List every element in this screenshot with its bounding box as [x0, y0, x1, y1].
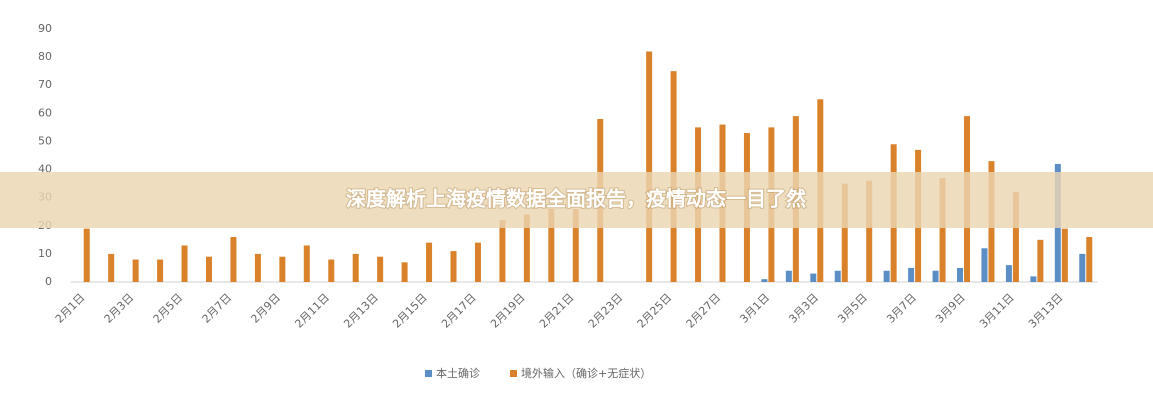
- bar: [785, 270, 792, 282]
- bar: [932, 270, 939, 282]
- banner-text: 深度解析上海疫情数据全面报告，疫情动态一目了然: [346, 187, 806, 211]
- bar: [303, 245, 310, 282]
- x-tick-label: 2月25日: [635, 291, 675, 331]
- bar: [1079, 253, 1086, 282]
- bar: [572, 208, 579, 282]
- bar: [450, 251, 457, 282]
- bar: [132, 259, 139, 282]
- bar: [1086, 237, 1093, 282]
- x-tick-label: 3月11日: [977, 291, 1017, 331]
- bar: [646, 51, 653, 282]
- bar: [108, 253, 115, 282]
- bar: [883, 270, 890, 282]
- bar: [810, 273, 817, 282]
- legend-label: 境外输入（确诊+无症状）: [521, 366, 651, 380]
- bar: [205, 256, 212, 282]
- bar: [523, 214, 530, 282]
- x-tick-label: 2月27日: [684, 291, 724, 331]
- bar: [1030, 276, 1037, 282]
- x-tick-label: 2月9日: [248, 291, 283, 326]
- x-tick-label: 3月5日: [835, 291, 870, 326]
- x-tick-label: 2月11日: [292, 291, 332, 331]
- bar: [401, 262, 408, 282]
- bar: [939, 177, 946, 282]
- x-tick-label: 2月13日: [341, 291, 381, 331]
- bar: [841, 183, 848, 282]
- y-tick-label: 50: [38, 134, 52, 147]
- bar: [908, 267, 915, 282]
- bar: [499, 220, 506, 282]
- x-tick-label: 2月7日: [200, 291, 235, 326]
- bar: [957, 267, 964, 282]
- x-tick-label: 2月17日: [439, 291, 479, 331]
- bar: [352, 253, 359, 282]
- bar: [548, 208, 555, 282]
- bar: [83, 228, 90, 282]
- legend-label: 本土确诊: [436, 366, 480, 380]
- bar: [1061, 228, 1068, 282]
- bar: [474, 242, 481, 282]
- x-tick-label: 2月21日: [537, 291, 577, 331]
- bar: [279, 256, 286, 282]
- bar: [426, 242, 433, 282]
- x-tick-label: 3月9日: [933, 291, 968, 326]
- x-tick-label: 2月3日: [102, 291, 137, 326]
- x-tick-label: 2月23日: [586, 291, 626, 331]
- bar: [181, 245, 188, 282]
- bar: [254, 253, 261, 282]
- x-tick-label: 3月7日: [884, 291, 919, 326]
- bar: [377, 256, 384, 282]
- bar: [981, 248, 988, 282]
- legend-swatch: [510, 370, 517, 377]
- legend-swatch: [425, 370, 432, 377]
- x-tick-label: 2月19日: [488, 291, 528, 331]
- bar: [866, 180, 873, 282]
- x-tick-label: 3月1日: [737, 291, 772, 326]
- bar: [1005, 265, 1012, 282]
- bar: [230, 237, 237, 282]
- y-tick-label: 60: [38, 106, 52, 119]
- bar: [761, 279, 768, 282]
- bar: [157, 259, 164, 282]
- x-tick-label: 2月5日: [151, 291, 186, 326]
- y-tick-label: 70: [38, 78, 52, 91]
- y-tick-label: 90: [38, 22, 52, 35]
- x-tick-label: 2月15日: [390, 291, 430, 331]
- y-tick-label: 80: [38, 50, 52, 63]
- bar: [1012, 192, 1019, 282]
- x-tick-label: 3月3日: [786, 291, 821, 326]
- y-tick-label: 10: [38, 247, 52, 260]
- bar: [1037, 239, 1044, 282]
- bar: [834, 270, 841, 282]
- bar: [328, 259, 335, 282]
- banner-background: [0, 172, 1153, 228]
- x-tick-label: 3月13日: [1026, 291, 1066, 331]
- x-tick-label: 2月1日: [53, 291, 88, 326]
- y-tick-label: 0: [45, 275, 52, 288]
